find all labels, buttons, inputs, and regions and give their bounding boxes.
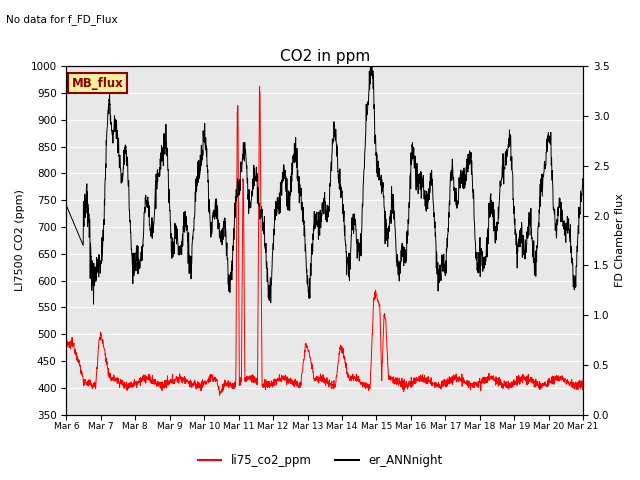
Text: No data for f_FD_Flux: No data for f_FD_Flux [6, 14, 118, 25]
Text: MB_flux: MB_flux [72, 77, 124, 90]
Y-axis label: FD Chamber flux: FD Chamber flux [615, 193, 625, 288]
Legend: li75_co2_ppm, er_ANNnight: li75_co2_ppm, er_ANNnight [193, 449, 447, 472]
Y-axis label: LI7500 CO2 (ppm): LI7500 CO2 (ppm) [15, 190, 25, 291]
Title: CO2 in ppm: CO2 in ppm [280, 48, 370, 63]
